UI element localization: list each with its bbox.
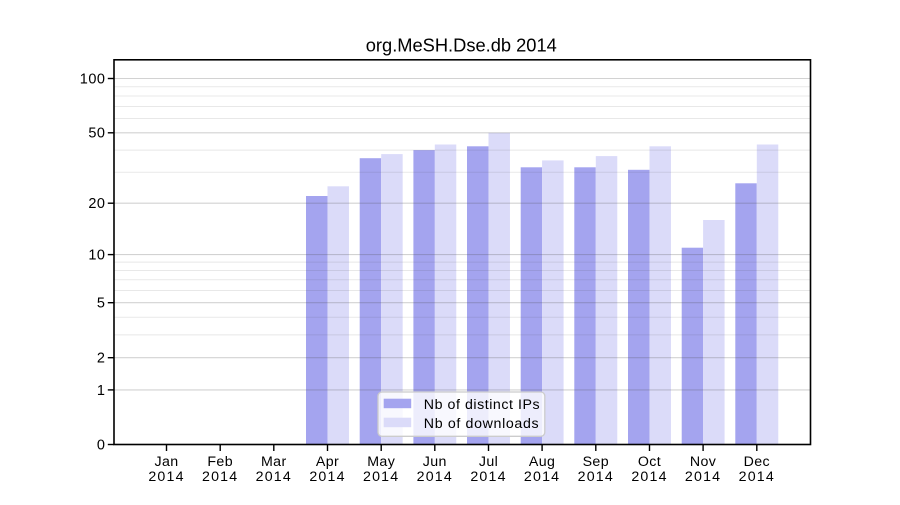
svg-text:Mar: Mar xyxy=(261,454,287,470)
svg-text:Aug: Aug xyxy=(529,454,555,470)
svg-text:2014: 2014 xyxy=(685,469,721,485)
svg-text:2014: 2014 xyxy=(256,469,292,485)
svg-text:20: 20 xyxy=(88,196,105,212)
svg-text:50: 50 xyxy=(88,126,105,142)
svg-text:Nb of distinct IPs: Nb of distinct IPs xyxy=(424,397,540,413)
svg-text:org.MeSH.Dse.db 2014: org.MeSH.Dse.db 2014 xyxy=(366,34,557,55)
svg-text:Apr: Apr xyxy=(316,454,339,470)
svg-text:2014: 2014 xyxy=(148,469,184,485)
svg-text:2014: 2014 xyxy=(470,469,506,485)
svg-text:Jul: Jul xyxy=(479,454,498,470)
svg-text:10: 10 xyxy=(88,248,105,264)
svg-text:100: 100 xyxy=(80,71,106,87)
svg-text:Jun: Jun xyxy=(423,454,447,470)
svg-text:2014: 2014 xyxy=(417,469,453,485)
svg-text:2: 2 xyxy=(97,351,106,367)
svg-text:2014: 2014 xyxy=(309,469,345,485)
svg-text:Nb of downloads: Nb of downloads xyxy=(424,416,539,432)
svg-text:0: 0 xyxy=(97,437,106,453)
svg-text:Dec: Dec xyxy=(744,454,770,470)
svg-text:Nov: Nov xyxy=(690,454,717,470)
svg-text:2014: 2014 xyxy=(631,469,667,485)
svg-text:Oct: Oct xyxy=(638,454,661,470)
svg-text:2014: 2014 xyxy=(524,469,560,485)
svg-text:2014: 2014 xyxy=(739,469,775,485)
svg-text:5: 5 xyxy=(97,296,106,312)
svg-text:Jan: Jan xyxy=(154,454,178,470)
svg-text:Sep: Sep xyxy=(583,454,609,470)
svg-text:2014: 2014 xyxy=(578,469,614,485)
svg-text:2014: 2014 xyxy=(202,469,238,485)
svg-text:May: May xyxy=(367,454,396,470)
svg-text:Feb: Feb xyxy=(207,454,233,470)
svg-text:1: 1 xyxy=(97,383,106,399)
svg-text:2014: 2014 xyxy=(363,469,399,485)
